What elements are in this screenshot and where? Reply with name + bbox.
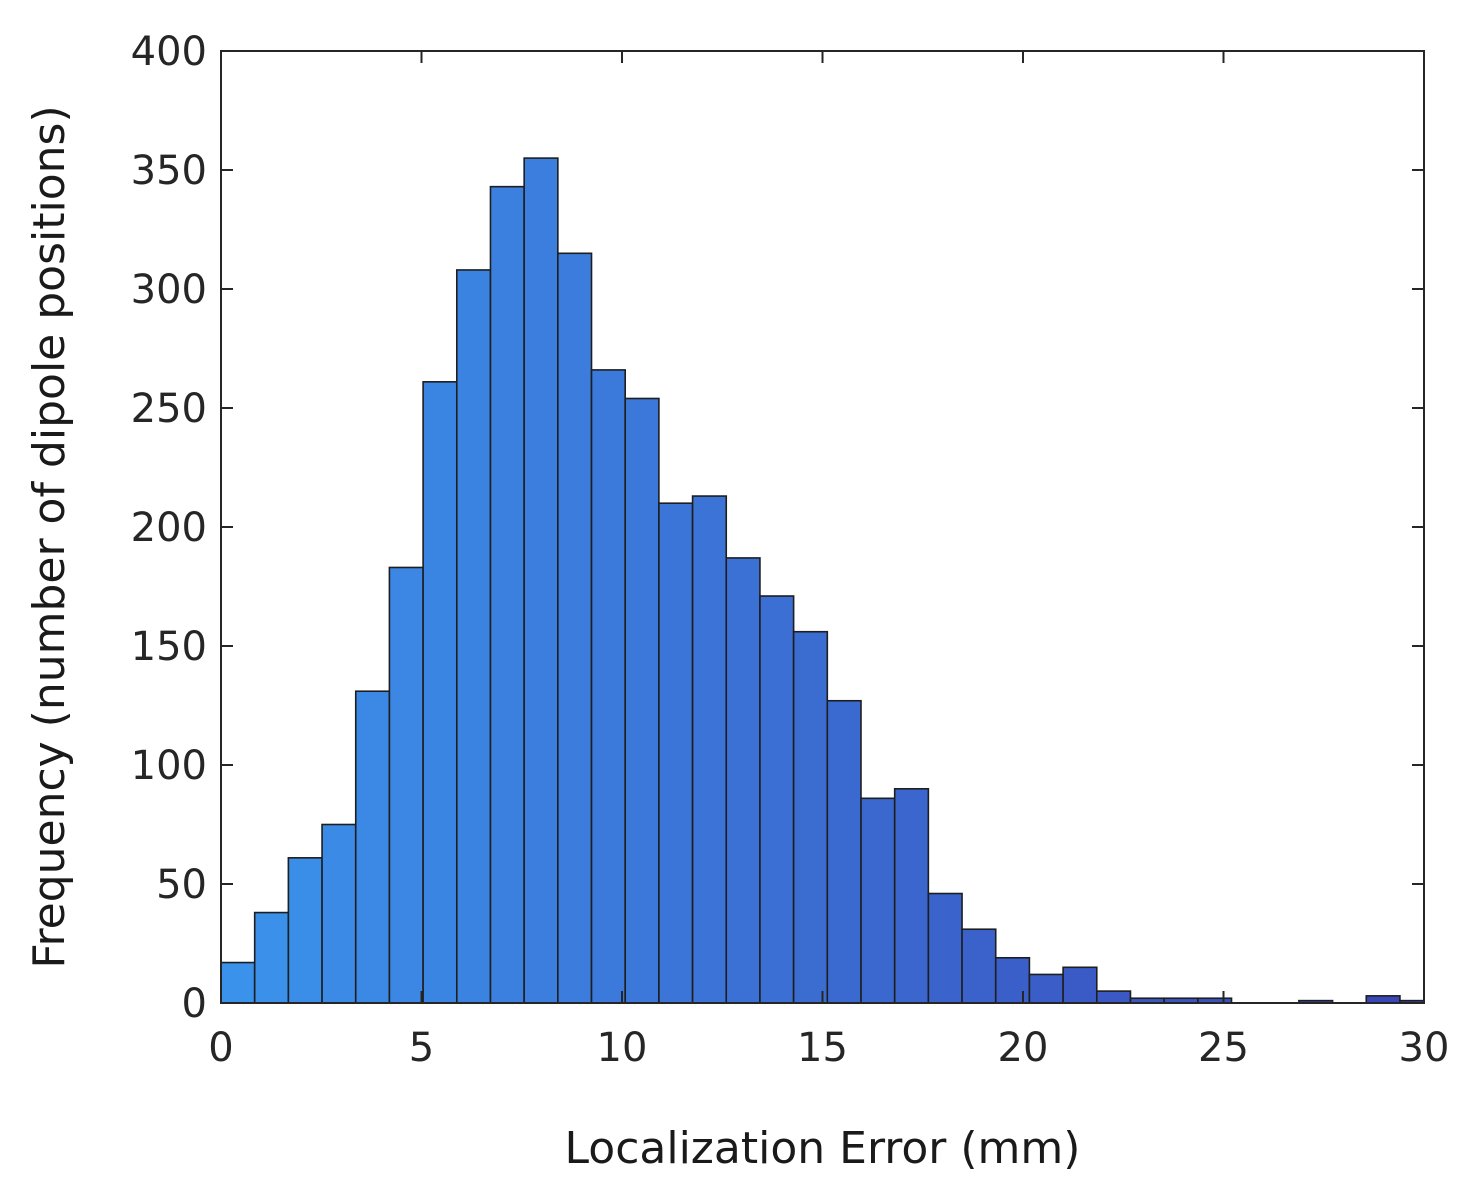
histogram-bar <box>321 823 357 1004</box>
y-tick-label: 300 <box>131 267 207 313</box>
histogram-bar <box>1028 973 1064 1004</box>
x-tick-label: 25 <box>1198 1025 1249 1071</box>
y-tick-label: 50 <box>156 862 207 908</box>
histogram-bar <box>792 630 829 1004</box>
x-tick-label: 15 <box>797 1025 848 1071</box>
x-tick-label: 5 <box>409 1025 434 1071</box>
histogram-bar <box>354 690 391 1004</box>
y-tick-label: 150 <box>131 624 207 670</box>
histogram-bar <box>220 961 256 1004</box>
y-tick-label: 200 <box>131 505 207 551</box>
x-tick-labels: 0 5 10 15 20 25 30 <box>208 1025 1449 1071</box>
histogram-bar <box>624 397 660 1004</box>
histogram-bar <box>994 956 1031 1004</box>
x-tick-label: 20 <box>998 1025 1049 1071</box>
histogram-bar <box>422 381 458 1004</box>
y-tick-label: 100 <box>131 743 207 789</box>
histogram-bar <box>1365 995 1401 1004</box>
histogram-bars <box>220 157 1425 1004</box>
histogram-bar <box>725 557 761 1004</box>
histogram-bar <box>253 911 290 1004</box>
axis-ticks <box>220 50 1425 1004</box>
y-tick-label: 250 <box>131 386 207 432</box>
y-tick-labels: 0 50 100 150 200 250 300 350 400 <box>131 29 207 1027</box>
histogram-bar <box>455 269 492 1004</box>
x-tick-label: 0 <box>208 1025 233 1071</box>
histogram-bar <box>557 252 593 1004</box>
x-tick-label: 30 <box>1399 1025 1450 1071</box>
histogram-bar <box>1095 990 1132 1004</box>
histogram-bar <box>1062 966 1098 1004</box>
x-tick-label: 10 <box>597 1025 648 1071</box>
histogram-bar <box>927 892 963 1004</box>
y-axis-label: Frequency (number of dipole positions) <box>24 105 75 968</box>
y-tick-label: 0 <box>182 981 207 1027</box>
y-tick-label: 400 <box>131 29 207 75</box>
histogram-bar <box>826 699 862 1004</box>
histogram-bar <box>590 369 627 1004</box>
histogram-bar <box>691 495 728 1004</box>
x-axis-label: Localization Error (mm) <box>565 1123 1081 1174</box>
y-tick-label: 350 <box>131 148 207 194</box>
histogram-bar <box>388 566 424 1004</box>
histogram-bar <box>287 857 323 1004</box>
histogram-bar <box>523 157 559 1004</box>
histogram-bar <box>658 502 694 1004</box>
histogram-bar <box>961 928 997 1004</box>
histogram-bar <box>759 595 795 1004</box>
histogram-bar <box>860 797 896 1004</box>
histogram-bar <box>893 787 930 1004</box>
histogram-bar <box>489 185 525 1004</box>
